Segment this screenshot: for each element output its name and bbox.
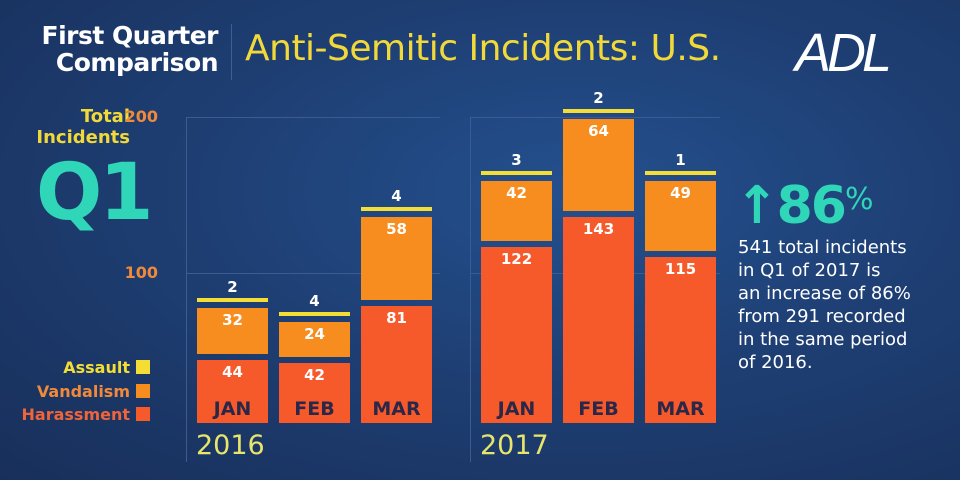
data-label-assault: 2 — [227, 277, 238, 296]
bar-vandalism-2017-jan: 42 — [481, 180, 552, 242]
quarter-label: Q1 — [36, 148, 154, 238]
x-tick-label: MAR — [372, 397, 421, 420]
legend-swatch — [136, 360, 150, 374]
up-arrow-icon: ↑ — [735, 176, 779, 236]
data-label: 115 — [664, 260, 697, 279]
bar-harassment-2017-jan: 122 JAN — [481, 247, 552, 423]
legend-assault: Assault — [20, 358, 150, 377]
y-tick-100: 100 — [124, 263, 158, 282]
bar-harassment-2016-mar: 81 MAR — [361, 306, 432, 423]
bar-harassment-2017-mar: 115 MAR — [645, 257, 716, 423]
summary-line: an increase of 86% — [738, 283, 911, 304]
legend-swatch — [136, 407, 150, 421]
bar-harassment-2017-feb: 143 FEB — [563, 217, 634, 423]
x-tick-label: MAR — [656, 397, 705, 420]
subtitle-line2: Comparison — [55, 48, 219, 77]
y-axis-label-line1: Total — [80, 106, 130, 127]
gridline-200 — [470, 117, 720, 118]
bar-vandalism-2017-mar: 49 — [645, 180, 716, 252]
bar-assault-2016-feb — [279, 311, 350, 316]
bar-assault-2017-jan — [481, 170, 552, 175]
legend-vandalism: Vandalism — [20, 382, 150, 401]
header-divider — [231, 24, 232, 80]
data-label: 49 — [670, 183, 691, 202]
bar-assault-2017-feb — [563, 108, 634, 113]
gridline-100 — [186, 273, 440, 274]
data-label: 42 — [304, 365, 325, 384]
chart-title: Anti-Semitic Incidents: U.S. — [245, 28, 721, 69]
y-axis-label: Total Incidents — [20, 106, 130, 148]
year-label-2017: 2017 — [480, 430, 549, 461]
summary-line: from 291 recorded — [738, 306, 906, 327]
data-label: 143 — [582, 220, 615, 239]
x-tick-label: JAN — [213, 397, 252, 420]
data-label: 32 — [222, 310, 243, 329]
y-axis-label-line2: Incidents — [36, 127, 130, 148]
percent-sign: % — [844, 182, 873, 217]
data-label: 24 — [304, 324, 325, 343]
panel-2017-border — [470, 117, 471, 462]
panel-2016-border — [186, 117, 187, 462]
legend-label: Harassment — [21, 405, 130, 424]
legend-harassment: Harassment — [20, 405, 150, 424]
summary-text: 541 total incidents in Q1 of 2017 is an … — [738, 236, 953, 374]
data-label: 42 — [506, 183, 527, 202]
bar-assault-2016-jan — [197, 297, 268, 302]
data-label-assault: 3 — [511, 150, 522, 169]
summary-line: in Q1 of 2017 is — [738, 260, 881, 281]
bar-vandalism-2016-mar: 58 — [361, 216, 432, 301]
increase-percent: ↑86% — [735, 170, 873, 236]
bar-harassment-2016-feb: 42 FEB — [279, 362, 350, 423]
data-label: 58 — [386, 219, 407, 238]
subtitle: First Quarter Comparison — [28, 21, 219, 77]
legend-swatch — [136, 384, 150, 398]
summary-line: of 2016. — [738, 352, 813, 373]
legend-label: Vandalism — [36, 382, 130, 401]
adl-logo: ADL — [795, 23, 892, 83]
bar-assault-2016-mar — [361, 206, 432, 211]
bar-vandalism-2016-feb: 24 — [279, 321, 350, 357]
data-label-assault: 2 — [593, 88, 604, 107]
summary-line: in the same period — [738, 329, 908, 350]
bar-harassment-2016-jan: 44 JAN — [197, 359, 268, 423]
summary-line: 541 total incidents — [738, 237, 907, 258]
data-label: 44 — [222, 362, 243, 381]
bar-vandalism-2016-jan: 32 — [197, 307, 268, 354]
data-label: 64 — [588, 121, 609, 140]
gridline-200 — [186, 117, 440, 118]
percent-value: 86 — [776, 176, 847, 236]
subtitle-line1: First Quarter — [41, 21, 219, 50]
data-label: 81 — [386, 309, 407, 328]
legend-label: Assault — [63, 358, 130, 377]
data-label: 122 — [500, 250, 533, 269]
y-tick-200: 200 — [124, 107, 158, 126]
x-tick-label: FEB — [578, 397, 619, 420]
data-label-assault: 1 — [675, 150, 686, 169]
data-label-assault: 4 — [391, 186, 402, 205]
bar-vandalism-2017-feb: 64 — [563, 118, 634, 212]
data-label-assault: 4 — [309, 291, 320, 310]
x-tick-label: FEB — [294, 397, 335, 420]
bar-assault-2017-mar — [645, 170, 716, 175]
year-label-2016: 2016 — [196, 430, 265, 461]
x-tick-label: JAN — [497, 397, 536, 420]
